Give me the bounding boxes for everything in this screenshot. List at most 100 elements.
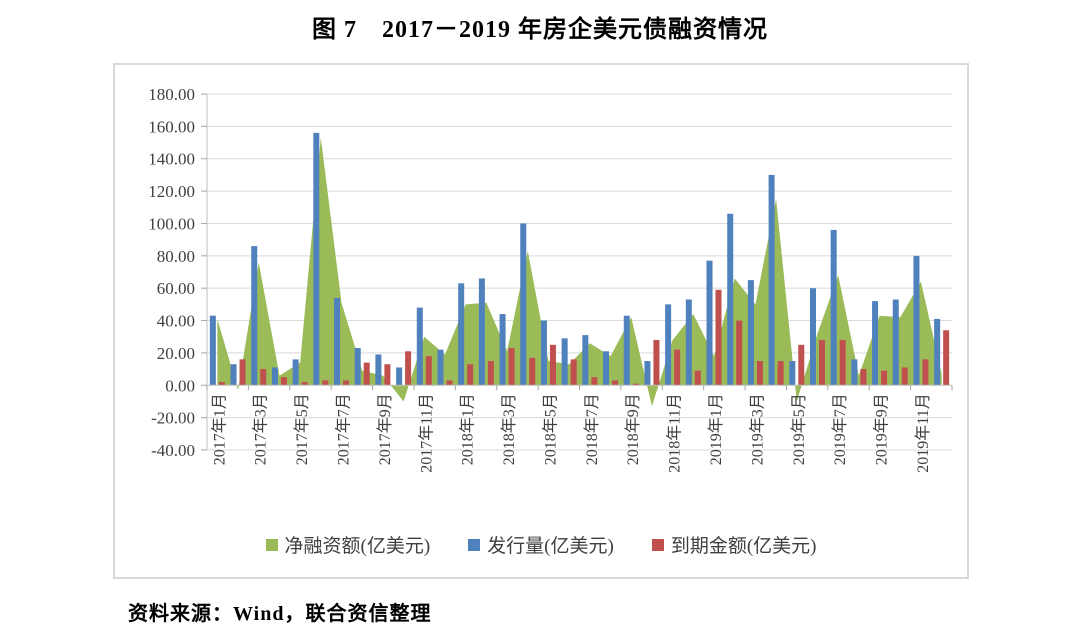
maturity-bar <box>715 289 722 386</box>
issuance-bar <box>768 174 775 386</box>
maturity-bar <box>943 330 950 386</box>
issuance-bar <box>872 301 879 386</box>
x-axis-label: 2018年3月 <box>500 393 518 465</box>
maturity-bar <box>218 382 225 386</box>
x-axis-label: 2019年7月 <box>831 393 849 465</box>
maturity-bar <box>901 367 908 386</box>
maturity-bar <box>839 339 846 386</box>
maturity-bar <box>818 339 825 386</box>
issuance-bar <box>520 223 527 386</box>
issuance-bar <box>747 280 754 386</box>
issuance-bar <box>230 364 237 386</box>
maturity-bar <box>467 364 474 386</box>
y-axis-label: 20.00 <box>157 344 195 363</box>
issuance-bar <box>830 229 837 386</box>
chart-legend: 净融资额(亿美元) 发行量(亿美元) 到期金额(亿美元) <box>115 531 967 558</box>
maturity-bar <box>260 369 267 386</box>
legend-label-net-financing: 净融资额(亿美元) <box>284 536 431 557</box>
x-axis-label: 2018年11月 <box>666 393 684 472</box>
maturity-bar <box>487 361 494 386</box>
maturity-bar <box>612 380 619 386</box>
issuance-bar <box>789 361 796 386</box>
maturity-bar <box>529 357 536 386</box>
maturity-bar <box>777 361 784 386</box>
legend-label-issuance: 发行量(亿美元) <box>487 536 614 557</box>
y-axis-label: -20.00 <box>151 409 195 428</box>
page-title: 图 7 2017－2019 年房企美元债融资情况 <box>312 17 768 43</box>
x-axis-label: 2017年1月 <box>210 393 228 465</box>
maturity-bar <box>881 370 888 386</box>
net-financing-swatch-icon <box>265 538 278 551</box>
maturity-bar <box>674 349 681 386</box>
x-axis-label: 2017年5月 <box>293 393 311 465</box>
issuance-bar <box>644 361 651 386</box>
x-axis-label: 2019年3月 <box>748 393 766 465</box>
issuance-bar <box>334 297 341 386</box>
issuance-bar <box>499 314 506 386</box>
y-axis-label: 100.00 <box>148 214 195 233</box>
maturity-bar <box>736 320 743 386</box>
maturity-bar <box>425 356 432 386</box>
net-financing-area <box>217 137 942 407</box>
y-axis-label: 60.00 <box>157 279 195 298</box>
issuance-bar <box>727 213 734 386</box>
maturity-bar <box>363 362 370 386</box>
y-axis-label: 160.00 <box>148 117 195 136</box>
issuance-bar <box>251 246 258 386</box>
maturity-bar <box>239 359 246 386</box>
x-axis-label: 2017年3月 <box>252 393 270 465</box>
maturity-bar <box>570 359 577 386</box>
y-axis-label: 80.00 <box>157 247 195 266</box>
source-note: 资料来源：Wind，联合资信整理 <box>128 603 432 625</box>
issuance-bar <box>396 367 403 386</box>
chart-container: 180.00 160.00 140.00 120.00 100.00 80.00 60.00… <box>113 63 969 579</box>
legend-item-net-financing: 净融资额(亿美元) <box>265 531 431 558</box>
legend-item-issuance: 发行量(亿美元) <box>468 531 614 558</box>
maturity-swatch-icon <box>651 538 664 551</box>
y-axis-label: -40.00 <box>151 441 195 460</box>
legend-label-maturity: 到期金额(亿美元) <box>670 536 817 557</box>
issuance-bar <box>209 315 216 386</box>
issuance-bar <box>582 335 589 386</box>
issuance-bar <box>354 348 361 386</box>
issuance-bar <box>313 132 320 386</box>
issuance-bar <box>416 307 423 386</box>
maturity-bar <box>756 361 763 386</box>
issuance-bar <box>706 260 713 386</box>
maturity-bar <box>301 382 308 386</box>
x-axis-label: 2019年1月 <box>707 393 725 465</box>
issuance-bar <box>437 349 444 386</box>
x-axis-label: 2018年9月 <box>624 393 642 465</box>
financing-chart: 180.00 160.00 140.00 120.00 100.00 80.00 60.00… <box>148 85 953 473</box>
issuance-bar <box>540 320 547 386</box>
issuance-bar <box>913 255 920 386</box>
x-axis-label: 2017年7月 <box>335 393 353 465</box>
maturity-bar <box>632 383 639 386</box>
maturity-bar <box>591 377 598 386</box>
maturity-bar <box>405 351 412 386</box>
maturity-bar <box>549 344 556 386</box>
x-axis-label: 2018年7月 <box>583 393 601 465</box>
issuance-bar <box>892 299 899 386</box>
issuance-bar <box>665 304 672 386</box>
y-axis-label: 40.00 <box>157 312 195 331</box>
maturity-bar <box>860 369 867 386</box>
issuance-bar <box>271 367 278 386</box>
issuance-bar <box>934 318 941 386</box>
issuance-bar <box>851 359 858 386</box>
x-axis-label: 2019年11月 <box>914 393 932 472</box>
issuance-bar <box>685 299 692 386</box>
y-axis-label: 0.00 <box>165 376 195 395</box>
y-axis-label: 140.00 <box>148 150 195 169</box>
maturity-bar <box>343 380 350 386</box>
issuance-bar <box>458 283 465 386</box>
issuance-bar <box>561 338 568 386</box>
maturity-bar <box>798 344 805 386</box>
x-axis-label: 2017年9月 <box>376 393 394 465</box>
maturity-bar <box>922 359 929 386</box>
maturity-bar <box>694 370 701 386</box>
maturity-bar <box>322 380 329 386</box>
issuance-bar <box>623 315 630 386</box>
maturity-bar <box>508 348 515 386</box>
x-axis-label: 2019年5月 <box>790 393 808 465</box>
